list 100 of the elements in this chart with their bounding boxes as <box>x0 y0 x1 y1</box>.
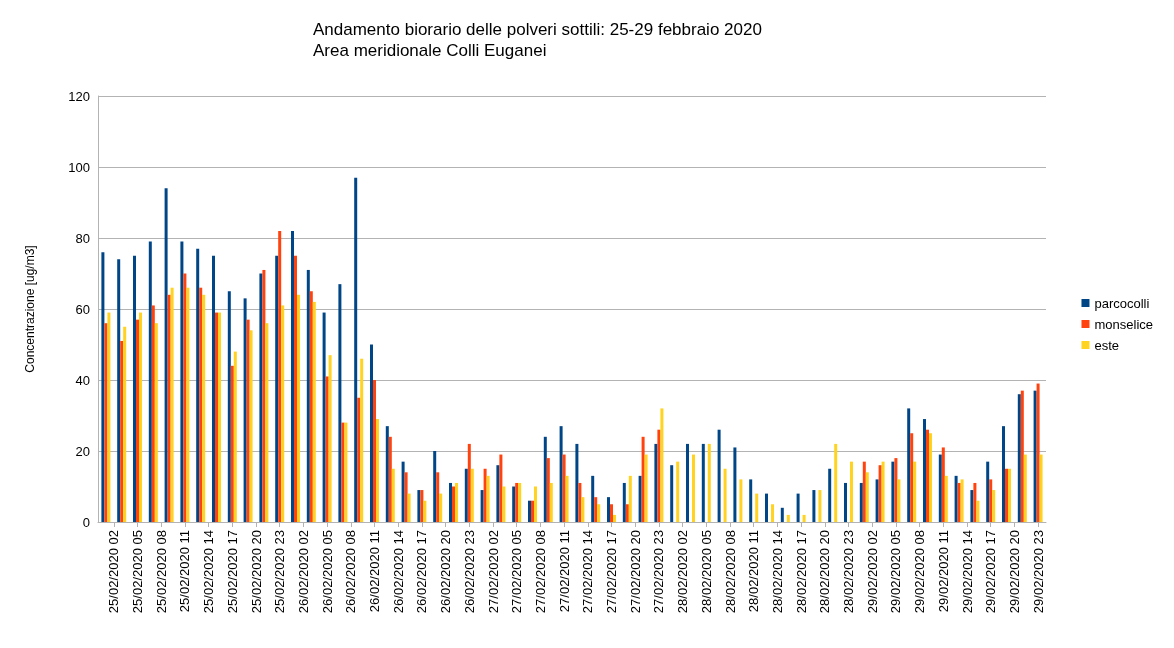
bar <box>739 479 743 522</box>
bar <box>262 269 266 522</box>
bar <box>483 468 487 522</box>
bar <box>306 269 310 522</box>
bar <box>581 497 585 522</box>
bar <box>992 490 996 522</box>
y-tick-label: 120 <box>68 88 90 104</box>
bar <box>941 447 945 522</box>
bar <box>676 461 680 522</box>
bar <box>376 419 379 522</box>
x-tick-label: 29/02/2020 08 <box>912 530 928 614</box>
x-tick-label: 27/02/2020 02 <box>485 530 501 614</box>
bar <box>796 493 800 522</box>
bar <box>294 255 297 522</box>
x-tick-label: 27/02/2020 08 <box>532 530 548 614</box>
bar <box>771 504 774 522</box>
bar <box>1039 454 1043 522</box>
x-tick-label: 28/02/2020 05 <box>698 530 714 614</box>
bar <box>357 397 361 522</box>
bar <box>594 497 598 522</box>
y-tick-label: 100 <box>68 159 90 175</box>
bar <box>597 504 601 522</box>
bar <box>622 482 626 522</box>
bar <box>328 355 332 522</box>
y-tick-label: 0 <box>82 514 90 530</box>
x-tick-label: 27/02/2020 05 <box>509 530 525 614</box>
bar <box>970 490 974 522</box>
bar <box>230 365 234 522</box>
x-tick-label: 27/02/2020 17 <box>604 530 619 614</box>
x-tick-label: 25/02/2020 23 <box>272 530 288 614</box>
bar <box>1002 426 1005 522</box>
x-tick-label: 29/02/2020 14 <box>959 530 975 614</box>
x-tick-label: 28/02/2020 08 <box>722 530 738 614</box>
bar <box>897 479 901 522</box>
bar <box>433 451 437 522</box>
bar <box>878 465 882 522</box>
bar <box>391 468 395 522</box>
bar <box>818 490 822 522</box>
bar <box>654 443 658 522</box>
bar <box>802 514 806 522</box>
x-tick-label: 26/02/2020 17 <box>414 530 430 614</box>
bar <box>733 447 737 522</box>
y-tick-label: 60 <box>75 301 90 317</box>
bar <box>562 454 566 522</box>
bar <box>875 479 879 522</box>
bar <box>707 443 711 522</box>
bar <box>196 248 200 522</box>
bar <box>986 461 990 522</box>
x-tick-label: 26/02/2020 11 <box>367 530 382 613</box>
bar <box>749 479 753 522</box>
bar <box>913 461 917 522</box>
bar <box>370 344 373 522</box>
bar <box>297 294 300 522</box>
bar <box>312 301 316 522</box>
bar <box>926 429 929 522</box>
bar <box>309 291 313 522</box>
bar <box>120 340 124 522</box>
x-tick-label: 29/02/2020 11 <box>935 530 951 613</box>
x-tick-label: 28/02/2020 14 <box>769 530 785 614</box>
bar <box>360 358 364 522</box>
bar <box>610 504 613 522</box>
x-tick-label: 25/02/2020 08 <box>153 530 169 614</box>
bar <box>202 294 206 522</box>
bar <box>401 461 405 522</box>
bar <box>546 458 550 522</box>
bar <box>565 475 569 522</box>
legend-label: parcocolli <box>1094 295 1150 311</box>
legend-label: monselice <box>1094 316 1154 332</box>
bar <box>154 323 158 522</box>
bar <box>243 298 247 522</box>
bar <box>607 497 610 522</box>
bar <box>881 461 885 522</box>
bar <box>464 468 468 522</box>
chart-title: Andamento biorario delle polveri sottili: 25-29 febbraio 2020 <box>313 20 762 39</box>
x-tick-label: 28/02/2020 17 <box>793 530 809 614</box>
bar <box>354 177 358 522</box>
bar <box>786 514 790 522</box>
bar <box>670 465 674 522</box>
bar <box>388 436 392 522</box>
bar <box>385 426 389 522</box>
y-tick-label: 20 <box>75 443 90 459</box>
x-tick-label: 27/02/2020 23 <box>651 530 667 614</box>
bar <box>828 468 832 522</box>
bar <box>717 429 721 522</box>
bar <box>338 284 342 522</box>
bar <box>780 507 784 522</box>
y-tick-label: 40 <box>75 372 90 388</box>
bar <box>812 490 816 522</box>
bar <box>534 486 537 522</box>
bar <box>644 454 648 522</box>
bar <box>859 482 863 522</box>
bar <box>259 273 263 522</box>
bar <box>278 230 282 522</box>
bar <box>1033 390 1037 522</box>
y-tick-label: 80 <box>75 230 90 246</box>
bar <box>325 376 329 522</box>
bar <box>183 273 187 522</box>
bar <box>104 323 108 522</box>
bar <box>322 312 326 522</box>
bar <box>1017 394 1021 522</box>
